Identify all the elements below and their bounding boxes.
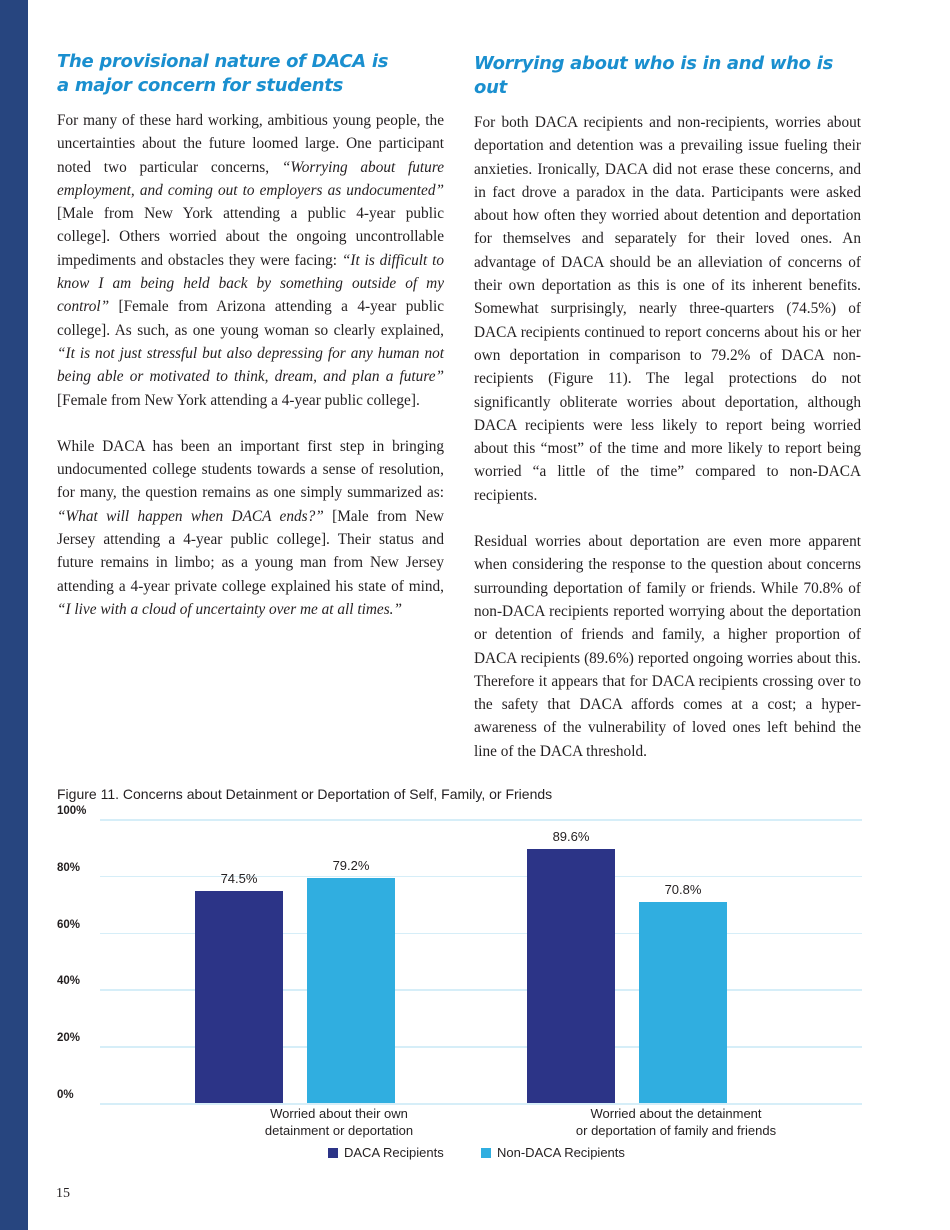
gridline bbox=[100, 1046, 862, 1048]
section-heading-worrying: Worrying about who is in and who is out bbox=[474, 53, 833, 98]
legend-label: DACA Recipients bbox=[344, 1145, 444, 1160]
body-paragraph: Residual worries about deportation are e… bbox=[474, 530, 861, 763]
bar-daca bbox=[527, 848, 615, 1103]
gridline bbox=[100, 875, 862, 878]
gridline bbox=[100, 989, 862, 991]
bar-value-label: 74.5% bbox=[220, 871, 258, 887]
page-sidebar-band bbox=[0, 0, 28, 1230]
body-text: While DACA has been an important first s… bbox=[57, 437, 444, 502]
body-text: Residual worries about deportation are e… bbox=[474, 533, 861, 760]
y-tick-label: 40% bbox=[57, 975, 81, 988]
quote-text: “I live with a cloud of uncertainty over… bbox=[57, 600, 402, 618]
legend-item: DACA Recipients bbox=[328, 1145, 444, 1160]
gridline bbox=[100, 819, 862, 821]
quote-text: “It is not just stressful but also depre… bbox=[57, 344, 444, 386]
legend-swatch bbox=[481, 1147, 491, 1158]
y-tick-label: 80% bbox=[57, 861, 81, 874]
category-line: Worried about their own bbox=[270, 1106, 408, 1121]
page-number: 15 bbox=[56, 1186, 70, 1201]
body-text: [Female from Arizona attending a 4-year … bbox=[57, 298, 444, 339]
body-paragraph: While DACA has been an important first s… bbox=[57, 435, 444, 621]
heading-line: a major concern for students bbox=[57, 75, 343, 96]
gridline bbox=[100, 1103, 862, 1105]
category-line: Worried about the detainment bbox=[590, 1106, 762, 1121]
category-line: detainment or deportation bbox=[264, 1123, 414, 1138]
legend-swatch bbox=[328, 1147, 338, 1158]
body-text: [Male from New York attending a public 4… bbox=[57, 205, 444, 269]
legend-label: Non-DACA Recipients bbox=[497, 1145, 625, 1160]
chart-title: Figure 11. Concerns about Detainment or … bbox=[57, 786, 553, 802]
gridline bbox=[100, 932, 862, 935]
quote-text: “What will happen when DACA ends?” bbox=[57, 507, 324, 525]
left-column: The provisional nature of DACA is a major… bbox=[57, 50, 444, 621]
bar-value-label: 79.2% bbox=[332, 858, 370, 874]
y-tick-label: 0% bbox=[57, 1089, 74, 1101]
body-text: [Female from New York attending a 4-year… bbox=[57, 391, 420, 409]
x-category-label: Worried about the detainment or deportati… bbox=[526, 1105, 826, 1139]
bar-non-daca bbox=[307, 878, 395, 1103]
bar-value-label: 89.6% bbox=[552, 828, 590, 844]
legend-item: Non-DACA Recipients bbox=[481, 1145, 625, 1160]
y-tick-label: 60% bbox=[57, 918, 81, 931]
quote-text: “It is difficult to know I am being held… bbox=[57, 251, 444, 316]
section-heading-provisional: The provisional nature of DACA is a major… bbox=[57, 50, 444, 98]
y-tick-label: 100% bbox=[57, 805, 87, 817]
body-text: [Male from New Jersey attending a 4-year… bbox=[57, 507, 444, 595]
category-line: or deportation of family and friends bbox=[575, 1123, 777, 1138]
bar-non-daca bbox=[639, 901, 727, 1103]
bar-value-label: 70.8% bbox=[664, 881, 702, 897]
bar-daca bbox=[195, 891, 283, 1103]
x-category-label: Worried about their own detainment or dep… bbox=[189, 1105, 489, 1139]
body-paragraph: For both DACA recipients and non-recipie… bbox=[474, 111, 861, 507]
body-text: For many of these hard working, ambitiou… bbox=[57, 112, 444, 176]
body-text: For both DACA recipients and non-recipie… bbox=[474, 114, 861, 504]
heading-line: The provisional nature of DACA is bbox=[57, 51, 389, 72]
y-tick-label: 20% bbox=[57, 1032, 81, 1045]
body-paragraph: For many of these hard working, ambitiou… bbox=[57, 109, 444, 412]
quote-text: “Worrying about future employment, and c… bbox=[57, 158, 445, 199]
right-column: Worrying about who is in and who is out … bbox=[474, 52, 861, 763]
